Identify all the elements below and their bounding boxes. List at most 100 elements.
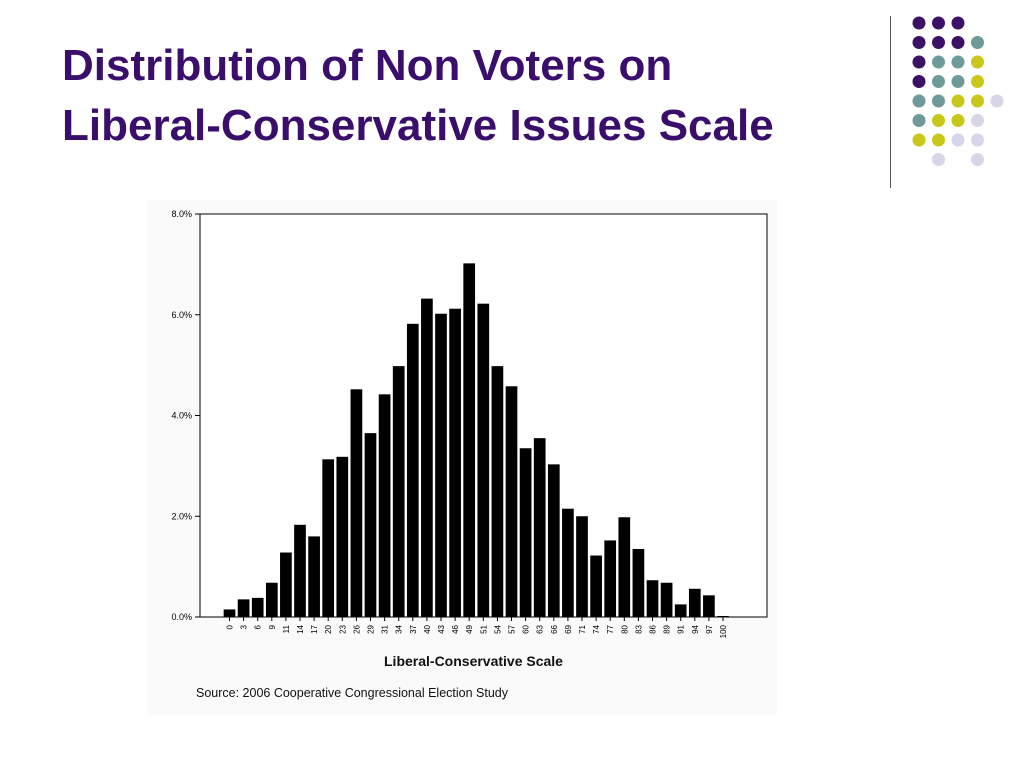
bar: [491, 366, 504, 617]
bar-chart: 0.0%2.0%4.0%6.0%8.0%0 3 6 9 11 14 17 20 23 26 29 31…: [171, 209, 768, 669]
x-tick-label: 26: [352, 624, 361, 633]
bar: [477, 303, 490, 617]
x-tick-label: 60: [522, 624, 531, 633]
x-tick-label: 97: [705, 624, 714, 633]
x-tick-label: 29: [367, 624, 376, 633]
decor-dot: [912, 94, 926, 108]
x-tick-label: 69: [564, 624, 573, 633]
decor-dot: [912, 75, 926, 88]
decor-dot: [951, 75, 965, 88]
bar: [688, 588, 701, 617]
x-tick-label: 40: [423, 624, 432, 633]
bar: [294, 524, 306, 617]
x-tick-label: 0: [226, 624, 235, 629]
bar: [378, 394, 391, 617]
bar: [674, 604, 687, 617]
bar: [463, 263, 476, 617]
bar: [265, 582, 278, 617]
bar: [435, 313, 447, 617]
decor-dot: [932, 75, 945, 88]
decor-dot: [971, 36, 984, 49]
title-divider-line: [890, 16, 891, 188]
decor-dot: [990, 94, 1004, 108]
y-tick-label: 6.0%: [171, 310, 192, 320]
bar: [505, 386, 518, 617]
x-tick-label: 80: [620, 624, 629, 633]
y-tick-label: 0.0%: [171, 612, 192, 622]
decor-dot: [951, 94, 965, 108]
bar: [618, 517, 631, 617]
x-tick-label: 9: [268, 624, 277, 629]
decor-dot: [971, 55, 984, 69]
bar: [336, 456, 349, 617]
bar: [604, 540, 617, 617]
decor-dot: [932, 16, 945, 30]
decor-dot: [951, 16, 965, 30]
bar: [562, 508, 574, 617]
bar: [421, 298, 433, 617]
bar: [350, 389, 363, 617]
bar: [251, 597, 264, 617]
decor-dot: [951, 36, 965, 49]
bar: [519, 448, 532, 617]
bar: [308, 536, 320, 617]
chart-panel: 0.0% 2.0% 4.0% 6.0% 8.0% 0 3 6 9 11 14 17 20 23 26 29 31…: [147, 200, 777, 715]
decor-dot: [932, 94, 945, 108]
x-tick-label: 91: [677, 624, 686, 633]
y-tick-label: 4.0%: [171, 411, 192, 421]
bar: [280, 552, 292, 617]
bar: [364, 433, 377, 617]
decor-dot: [912, 36, 926, 49]
slide-title-line-1: Distribution of Non Voters on: [62, 41, 673, 90]
x-axis-label: Liberal-Conservative Scale: [384, 653, 563, 669]
decor-dot: [932, 55, 945, 69]
bar: [406, 323, 419, 617]
x-tick-label: 43: [437, 624, 446, 633]
x-tick-label: 77: [606, 624, 615, 633]
x-tick-label: 63: [536, 624, 545, 633]
bar: [322, 459, 335, 617]
decor-dot: [971, 75, 984, 88]
bar: [646, 580, 659, 617]
bar: [449, 308, 461, 617]
x-tick-label: 37: [409, 624, 418, 633]
x-tick-label: 74: [592, 624, 601, 633]
x-tick-label: 100: [719, 624, 728, 638]
decor-dot: [951, 55, 965, 69]
x-tick-label: 14: [296, 624, 305, 633]
bar: [392, 366, 405, 617]
chart-source-note: Source: 2006 Cooperative Congressional E…: [196, 686, 508, 700]
x-tick-label: 83: [634, 624, 643, 633]
x-tick-label: 17: [310, 624, 319, 633]
bar: [237, 599, 250, 617]
bar: [533, 438, 546, 617]
decor-dot: [932, 114, 945, 127]
x-tick-label: 66: [550, 624, 559, 633]
x-tick-label: 46: [451, 624, 460, 633]
decor-dot: [912, 16, 926, 30]
decor-dot: [912, 55, 926, 69]
bar: [547, 464, 560, 617]
decor-dot: [971, 133, 984, 147]
x-tick-label: 49: [465, 624, 474, 633]
x-tick-label: 94: [691, 624, 700, 633]
x-tick-label: 34: [395, 624, 404, 633]
x-tick-label: 51: [479, 624, 488, 633]
decor-dot: [932, 36, 945, 49]
x-tick-label: 11: [282, 624, 291, 633]
bar: [590, 555, 602, 617]
bar: [576, 516, 588, 617]
x-tick-label: 89: [663, 624, 672, 633]
x-tick-label: 3: [240, 624, 249, 629]
decor-dot: [912, 133, 926, 147]
bar: [632, 548, 645, 617]
y-tick-label: 2.0%: [171, 511, 192, 521]
decor-dot: [951, 114, 965, 127]
decor-dot: [932, 153, 945, 166]
decor-dot: [971, 94, 984, 108]
x-tick-label: 31: [381, 624, 390, 633]
decor-dot: [971, 114, 984, 127]
x-tick-label: 86: [649, 624, 658, 633]
decor-dot: [912, 114, 926, 127]
x-tick-label: 23: [338, 624, 347, 633]
